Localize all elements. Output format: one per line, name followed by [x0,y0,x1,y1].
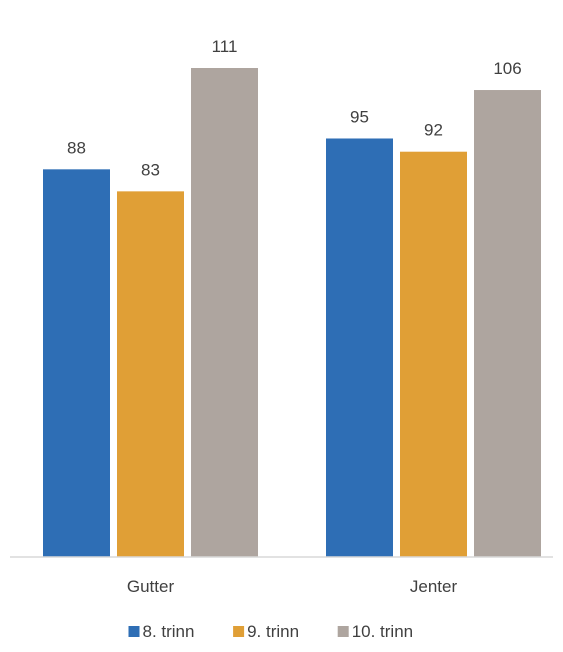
legend-item: 8. trinn [128,622,195,641]
data-label: 111 [212,37,238,56]
bar-gutter-10-trinn [191,68,258,557]
bar-jenter-8-trinn [326,138,393,557]
legend-swatch [128,626,140,637]
legend-label: 10. trinn [352,622,413,641]
bar-jenter-9-trinn [400,151,467,557]
legend-item: 9. trinn [233,622,299,641]
category-label: Gutter [127,577,175,596]
data-label: 106 [493,59,521,78]
legend-swatch [233,626,245,637]
legend-swatch [337,626,349,637]
legend-item: 10. trinn [337,622,413,641]
category-labels-layer: Gutter Jenter [127,577,458,596]
category-label: Jenter [410,577,458,596]
value-labels-layer: 88 83 111 95 92 106 [67,37,522,179]
legend: 8. trinn 9. trinn 10. trinn [128,622,413,641]
legend-label: 8. trinn [143,622,195,641]
bar-gutter-9-trinn [117,191,184,557]
data-label: 95 [350,107,369,126]
data-label: 92 [424,121,443,140]
legend-label: 9. trinn [247,622,299,641]
bar-jenter-10-trinn [474,90,541,557]
bar-gutter-8-trinn [43,169,110,557]
data-label: 83 [141,160,160,179]
bars-layer [43,68,541,557]
data-label: 88 [67,138,86,157]
